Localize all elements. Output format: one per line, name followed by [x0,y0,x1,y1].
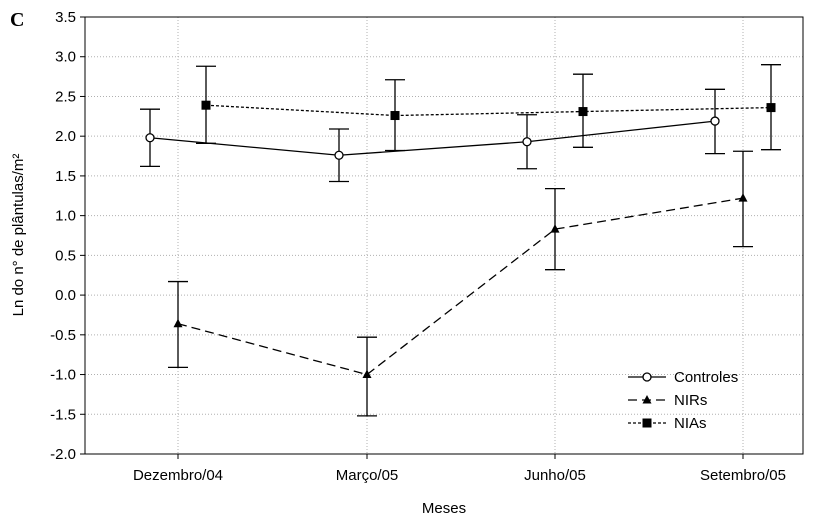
y-tick-label: 3.0 [55,49,76,66]
legend-item-nias: NIAs [628,415,707,432]
series-group [140,64,781,417]
data-point-marker [173,318,183,328]
grid-lines [85,17,803,454]
y-axis-title: Ln do n° de plântulas/m² [10,154,27,317]
y-tick-label: 3.5 [55,9,76,26]
legend-label: NIAs [674,415,707,432]
data-point-marker [390,111,400,121]
series-controles [140,88,725,183]
series-nias [196,64,781,152]
y-tick-label: 1.5 [55,168,76,185]
series-line [177,197,744,376]
x-axis-title: Meses [422,500,466,517]
y-tick-label: -2.0 [50,446,76,463]
data-point-marker [766,103,776,113]
x-axis: Dezembro/04 Março/05 Junho/05 Setembro/05 [133,454,786,484]
data-point-marker [578,107,588,117]
series-line [149,120,716,156]
panel-label: C [10,9,25,31]
x-tick-label: Setembro/05 [700,467,786,484]
x-tick-label: Dezembro/04 [133,467,223,484]
data-point-marker [642,372,652,382]
y-tick-label: 0.0 [55,287,76,304]
y-tick-label: 2.0 [55,128,76,145]
data-point-marker [362,369,372,379]
y-tick-label: 2.5 [55,88,76,105]
data-point-marker [145,133,155,143]
legend-item-nirs: NIRs [628,392,707,409]
data-point-marker [710,116,720,126]
data-point-marker [642,395,652,404]
y-axis: -2.0 -1.5 -1.0 -0.5 0.0 0.5 1.0 1.5 2.0 2.5 3.0 3.5 [50,9,85,463]
y-tick-label: 1.0 [55,208,76,225]
legend-item-controles: Controles [628,369,738,386]
data-point-marker [522,137,532,147]
x-tick-label: Junho/05 [524,467,586,484]
y-tick-label: -0.5 [50,327,76,344]
y-tick-label: -1.5 [50,406,76,423]
legend-label: Controles [674,369,738,386]
data-point-marker [738,193,748,202]
data-point-marker [550,224,560,233]
x-tick-label: Março/05 [336,467,399,484]
series-nirs [168,150,753,417]
data-point-marker [642,418,652,428]
y-tick-label: 0.5 [55,247,76,264]
legend: Controles NIRs NIAs [628,369,738,432]
plot-area-frame [84,16,804,455]
series-line [205,104,772,117]
y-tick-label: -1.0 [50,367,76,384]
legend-label: NIRs [674,392,707,409]
data-point-marker [201,100,211,110]
data-point-marker [334,150,344,160]
